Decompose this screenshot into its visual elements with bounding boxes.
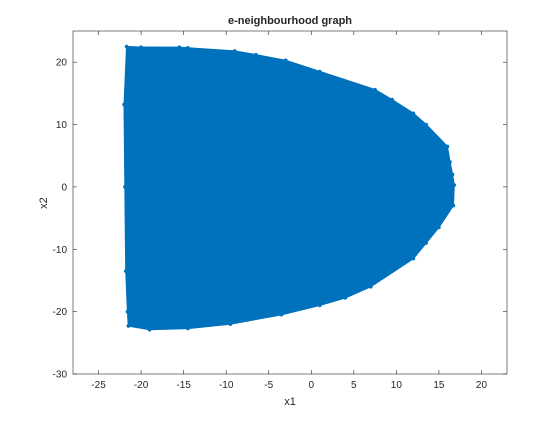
y-tick-label: -10 xyxy=(53,245,68,256)
x-tick-label: 15 xyxy=(433,380,445,391)
y-axis-label: x2 xyxy=(38,197,50,209)
y-tick-label: -20 xyxy=(53,307,68,318)
graph-edge xyxy=(255,54,320,72)
graph-edge xyxy=(281,297,346,316)
graph-node xyxy=(369,284,373,289)
graph-node xyxy=(186,326,190,331)
graph-node xyxy=(424,241,428,245)
graph-node xyxy=(123,269,128,273)
graph-node xyxy=(445,144,450,149)
x-tick-label: 5 xyxy=(351,380,357,391)
x-tick-label: -20 xyxy=(134,380,149,391)
graph-edge xyxy=(127,311,150,330)
graph-node xyxy=(122,102,126,107)
graph-edge xyxy=(126,46,180,48)
graph-node xyxy=(411,256,416,261)
x-tick-label: 20 xyxy=(476,380,488,391)
x-tick-label: -25 xyxy=(91,380,106,391)
graph-node xyxy=(279,312,284,317)
graph-node xyxy=(254,52,258,57)
graph-edge xyxy=(452,174,454,206)
graph-edge xyxy=(413,113,448,147)
graph-node xyxy=(390,97,394,102)
graph-node xyxy=(177,45,182,50)
x-tick-label: 10 xyxy=(391,380,403,391)
tick-layer: -25 -20 -15 -10 -5 0 5 10 15 20 -30 -20 -10 0 10 20 xyxy=(53,31,507,391)
graph-node xyxy=(373,87,377,92)
graph-node xyxy=(317,303,322,308)
chart-title: e-neighbourhood graph xyxy=(228,15,352,27)
graph-node xyxy=(424,122,428,127)
graph-edge xyxy=(319,71,393,100)
graph-edge xyxy=(345,258,414,299)
graph-node xyxy=(125,309,130,314)
graph-edge xyxy=(438,184,455,228)
graph-node xyxy=(411,111,416,116)
y-tick-label: 10 xyxy=(56,120,68,131)
graph-edge xyxy=(149,323,231,331)
y-tick-label: -30 xyxy=(53,370,68,381)
graph-edge xyxy=(425,124,451,163)
graph-edge xyxy=(187,47,256,55)
y-tick-label: 0 xyxy=(61,182,67,193)
graph-edge xyxy=(123,47,142,105)
graph-node xyxy=(123,185,127,189)
graph-node xyxy=(126,324,131,328)
graph-node xyxy=(452,183,457,187)
graph-node xyxy=(124,44,129,49)
x-tick-label: 0 xyxy=(308,380,314,391)
graph-node xyxy=(232,49,237,53)
graph-node xyxy=(317,69,322,74)
graph-node xyxy=(228,322,233,326)
graph-edge xyxy=(370,242,427,287)
graph-edge xyxy=(425,205,454,244)
graph-node xyxy=(283,58,288,63)
graph-node xyxy=(186,46,190,50)
graph-edge xyxy=(230,305,320,325)
graph-node xyxy=(139,45,143,50)
axes-box xyxy=(72,30,508,375)
y-tick-label: 20 xyxy=(56,58,68,69)
graph-node xyxy=(147,327,152,332)
plot-area xyxy=(122,44,457,332)
graph-edge xyxy=(285,60,376,90)
graph-edge xyxy=(124,46,127,187)
graph-node xyxy=(437,225,441,230)
graph-edge xyxy=(128,325,188,329)
graph-node xyxy=(451,203,456,208)
graph-node xyxy=(343,296,348,300)
graph-node xyxy=(450,172,455,177)
x-tick-label: -10 xyxy=(219,380,234,391)
graph-node xyxy=(448,160,452,164)
x-axis-label: x1 xyxy=(284,396,296,408)
x-tick-label: -15 xyxy=(176,380,191,391)
x-tick-label: -5 xyxy=(264,380,273,391)
